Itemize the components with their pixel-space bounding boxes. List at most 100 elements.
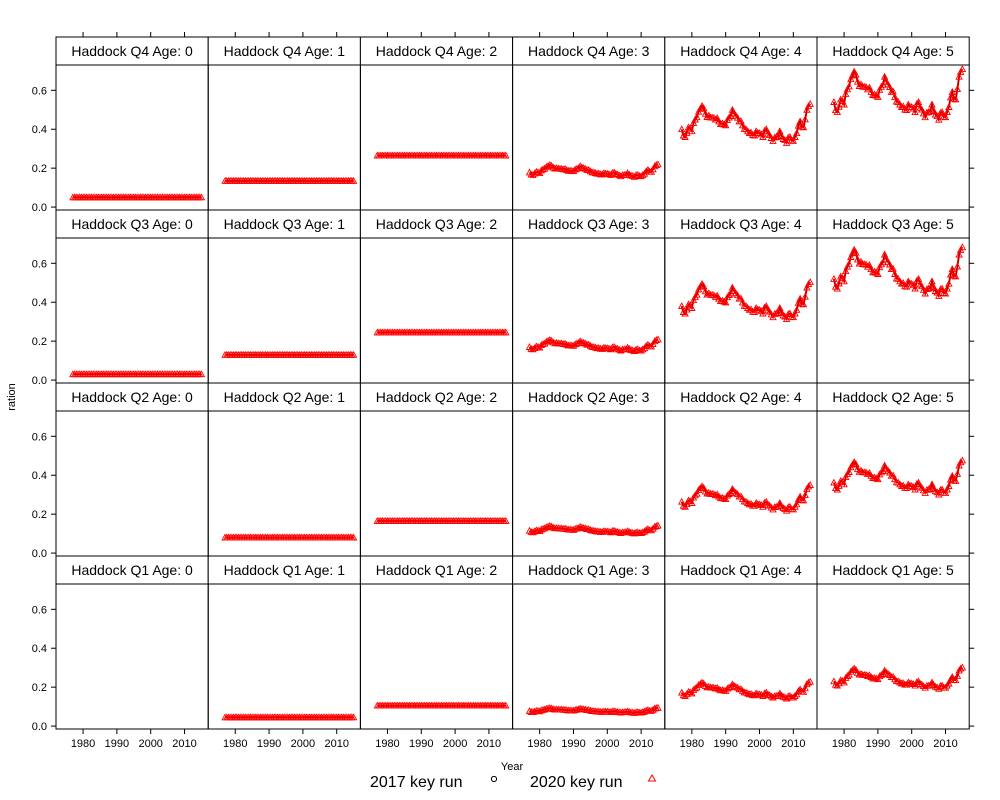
axes-group: 0.0 0.2 0.4 0.6 0.0 0.2 0.4 0.6 0.0 0.2 0.4 0.6 0.0 0… [32, 32, 975, 750]
panel-strip-label: Haddock Q1 Age: 2 [376, 562, 498, 578]
data-point [693, 290, 701, 298]
x-tick-label: 1980 [71, 738, 95, 750]
data-point [349, 350, 358, 358]
data-point [806, 677, 814, 685]
x-tick-label: 2010 [477, 738, 501, 750]
y-tick-label: 0.0 [32, 548, 47, 560]
data-point [857, 669, 865, 677]
panel-10: Haddock Q3 Age: 3 [512, 209, 666, 384]
data-point [529, 528, 537, 536]
data-point [913, 100, 921, 107]
data-point [649, 705, 657, 713]
x-tick-label: 1980 [527, 738, 551, 750]
data-point [789, 313, 798, 321]
x-tick-label: 1990 [713, 738, 737, 750]
data-point [576, 522, 584, 530]
data-point [542, 162, 551, 170]
data-point [681, 692, 689, 699]
data-point [732, 682, 740, 690]
data-point [863, 85, 872, 93]
data-point [650, 162, 659, 170]
data-point [955, 250, 963, 258]
data-point [945, 103, 953, 110]
data-point [853, 77, 862, 85]
panel-7: Haddock Q3 Age: 0 [55, 209, 209, 384]
data-point [623, 527, 632, 535]
panel-strip-label: Haddock Q1 Age: 0 [71, 562, 193, 578]
data-point [546, 522, 554, 529]
data-point [782, 315, 791, 323]
data-point [723, 684, 732, 692]
data-point [872, 474, 880, 482]
data-point [613, 344, 622, 352]
data-point [654, 335, 662, 343]
data-point [940, 112, 948, 120]
data-point [747, 690, 755, 697]
panel-strip-label: Haddock Q1 Age: 4 [680, 562, 802, 578]
data-point [946, 475, 955, 483]
data-point [801, 491, 809, 499]
data-point [875, 470, 884, 478]
data-point [762, 302, 771, 310]
panel-11: Haddock Q3 Age: 4 [664, 209, 818, 384]
data-point [600, 343, 608, 351]
data-point [760, 303, 769, 311]
data-point [907, 679, 916, 687]
data-point [610, 707, 618, 715]
data-point [782, 506, 791, 514]
data-point [764, 690, 772, 698]
data-point [833, 284, 842, 292]
data-point [716, 297, 725, 305]
y-tick-label: 0.2 [32, 163, 47, 175]
data-point [688, 304, 696, 311]
data-point [801, 115, 809, 123]
x-tick-label: 1980 [223, 738, 247, 750]
y-tick-label: 0.6 [32, 85, 47, 97]
data-point [875, 672, 884, 680]
data-point [591, 169, 600, 177]
data-point [590, 343, 598, 350]
data-point [502, 328, 510, 336]
data-point [916, 482, 924, 490]
data-point [791, 133, 799, 140]
data-point [901, 282, 909, 290]
data-point [549, 163, 557, 171]
panel-strip [512, 382, 666, 412]
data-point [830, 478, 838, 486]
data-point [786, 133, 794, 140]
panel-strip-label: Haddock Q3 Age: 2 [376, 216, 498, 232]
data-point [870, 674, 879, 682]
data-point [870, 90, 879, 98]
data-point [799, 687, 808, 695]
data-point [938, 284, 946, 292]
data-point [869, 474, 877, 481]
x-tick-label: 1980 [680, 738, 704, 750]
data-point [586, 167, 595, 175]
data-point [764, 129, 772, 137]
data-point [711, 684, 720, 692]
data-point [644, 525, 652, 533]
data-point [639, 170, 647, 178]
data-point [852, 460, 860, 468]
data-point [914, 478, 923, 486]
y-tick-label: 0.4 [32, 297, 47, 309]
data-point [725, 683, 733, 691]
data-point [691, 491, 699, 499]
data-point [830, 274, 838, 282]
data-point [630, 172, 639, 180]
panel-strip [512, 36, 666, 66]
y-tick-label: 0.6 [32, 604, 47, 616]
data-point [776, 304, 784, 311]
data-point [892, 97, 901, 105]
panel-frame [207, 583, 361, 730]
data-point [935, 490, 943, 498]
data-point [703, 290, 711, 298]
data-point [742, 688, 750, 696]
data-point [745, 129, 754, 137]
data-point [902, 484, 911, 492]
data-point [688, 127, 696, 135]
data-point [721, 298, 730, 306]
panel-strip-label: Haddock Q3 Age: 5 [832, 216, 954, 232]
data-point [715, 685, 723, 693]
panels-group: Haddock Q4 Age: 0 Haddock Q4 Age: 1 Haddoc… [55, 36, 970, 730]
